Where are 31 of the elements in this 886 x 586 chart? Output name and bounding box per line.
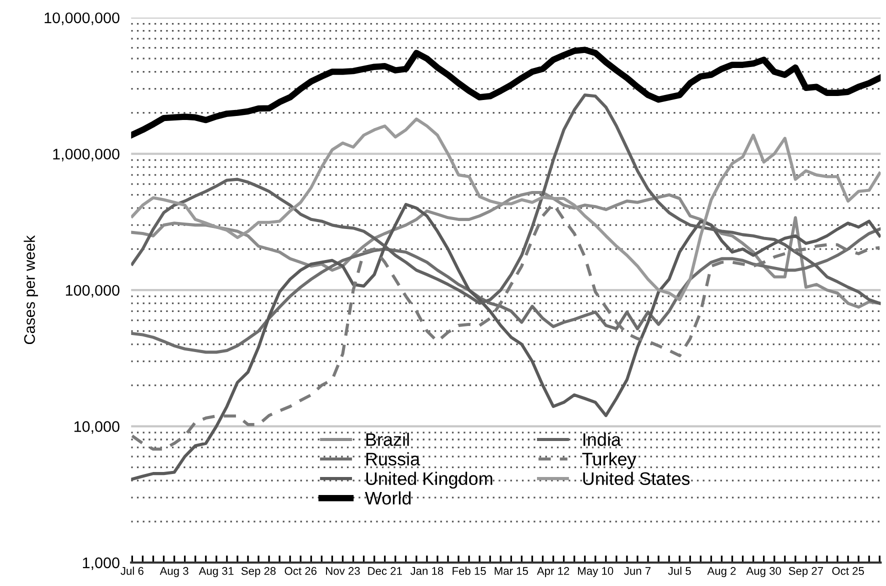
x-tick-label: Nov 23: [326, 567, 360, 575]
y-tick-label: 100,000: [66, 284, 120, 298]
legend-label: World: [364, 491, 411, 505]
x-tick-label: Sep 27: [788, 567, 823, 578]
legend-label: Russia: [366, 452, 420, 466]
y-tick-label: 1,000: [82, 557, 120, 570]
x-tick-label: Aug 3: [160, 567, 188, 578]
legend-label: Brazil: [366, 432, 409, 446]
y-tick-label: 10,000,000: [44, 12, 120, 26]
x-tick-label: Oct 25: [832, 567, 864, 575]
x-tick-label: Aug 30: [746, 567, 782, 578]
y-axis-title: Cases per week: [24, 235, 38, 344]
x-tick-label: Oct 26: [284, 567, 316, 575]
x-tick-label: Sep 28: [241, 567, 276, 578]
legend-label: Turkey: [582, 452, 636, 470]
y-tick-label: 10,000: [74, 421, 120, 434]
x-tick-label: Apr 12: [536, 567, 570, 578]
x-tick-label: Jul 6: [120, 566, 144, 575]
x-tick-label: Dec 21: [368, 567, 402, 575]
y-tick-label: 1,000,000: [53, 148, 120, 162]
legend-label: India: [584, 432, 621, 446]
legend-label: United Kingdom: [366, 472, 492, 489]
x-tick-label: Aug 31: [198, 567, 234, 578]
legend-label: United States: [583, 472, 690, 486]
x-tick-label: Jul 5: [668, 566, 691, 575]
x-tick-label: May 10: [578, 567, 614, 578]
x-tick-label: Aug 2: [707, 567, 736, 578]
x-tick-label: Jan 18: [410, 567, 444, 575]
x-tick-label: Mar 15: [494, 567, 528, 575]
x-tick-label: Jun 7: [624, 567, 651, 575]
x-tick-label: Feb 15: [452, 566, 486, 575]
